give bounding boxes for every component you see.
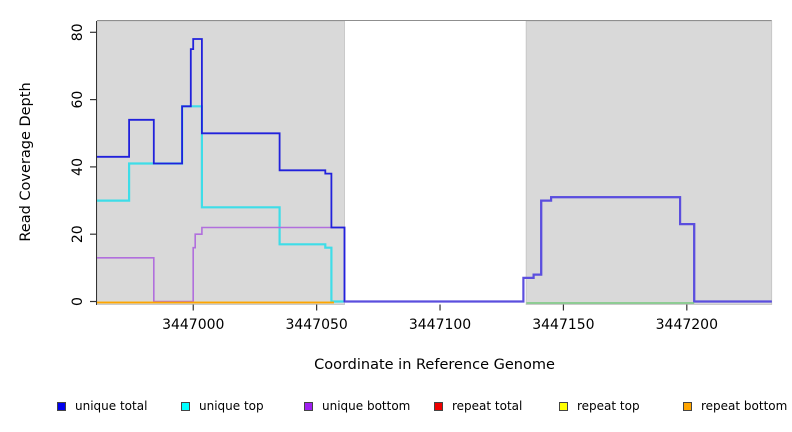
y-tick-label: 80 [70, 23, 86, 41]
legend-label: unique bottom [322, 399, 411, 413]
legend-swatch-unique-total [57, 401, 66, 411]
y-tick-label: 40 [70, 158, 86, 176]
y-tick-label: 20 [70, 225, 86, 243]
x-tick-label: 3447150 [532, 317, 594, 333]
legend-label: unique total [75, 399, 148, 413]
series-unique-top [97, 105, 344, 303]
legend-swatch-repeat-bottom [683, 401, 692, 411]
x-tick-label: 3447050 [285, 317, 347, 333]
legend-swatch-repeat-top [559, 401, 568, 411]
legend-item-unique-top: unique top [181, 397, 264, 415]
y-tick-label: 60 [70, 91, 86, 109]
legend-label: unique top [199, 399, 264, 413]
legend-item-unique-total: unique total [57, 397, 147, 415]
legend-item-repeat-bottom: repeat bottom [683, 397, 787, 415]
legend-label: repeat bottom [701, 399, 788, 413]
shaded-region-right [525, 20, 773, 305]
legend-label: repeat total [452, 399, 523, 413]
legend-label: repeat top [577, 399, 640, 413]
x-tick-label: 3447000 [162, 317, 224, 333]
legend: unique total unique top unique bottom repea… [0, 397, 792, 417]
legend-item-repeat-top: repeat top [559, 397, 640, 415]
legend-swatch-repeat-total [434, 401, 443, 411]
legend-swatch-unique-top [181, 401, 190, 411]
legend-item-repeat-total: repeat total [434, 397, 522, 415]
y-tick-label: 0 [70, 297, 86, 306]
series-unique-total-bottom-overlap [344, 196, 772, 303]
y-axis-title: Read Coverage Depth [18, 82, 34, 242]
x-tick-label: 3447200 [656, 317, 718, 333]
x-axis-title: Coordinate in Reference Genome [314, 357, 555, 373]
series-unique-bottom [97, 226, 346, 303]
x-tick-label: 3447100 [409, 317, 471, 333]
legend-item-unique-bottom: unique bottom [304, 397, 410, 415]
legend-swatch-unique-bottom [304, 401, 313, 411]
